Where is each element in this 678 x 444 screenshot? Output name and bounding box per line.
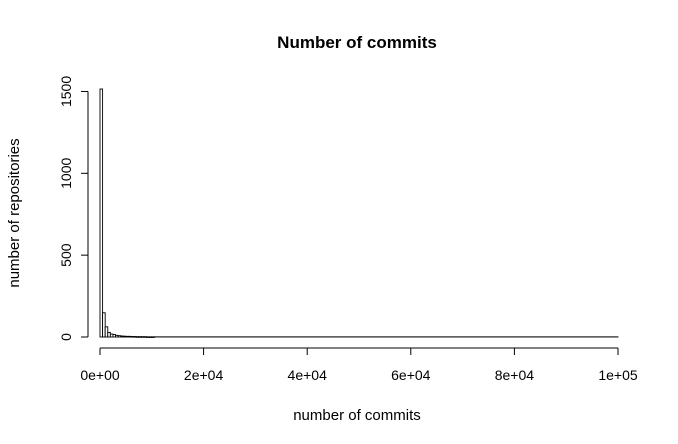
- x-axis-label: number of commits: [293, 407, 421, 424]
- x-tick-label: 6e+04: [391, 367, 431, 383]
- x-tick-label: 2e+04: [184, 367, 224, 383]
- x-tick-label: 4e+04: [288, 367, 328, 383]
- x-tick-label: 0e+00: [80, 367, 120, 383]
- y-axis: 0 500 1000 1500: [58, 76, 89, 341]
- histogram-bar: [99, 88, 104, 338]
- y-tick-label: 500: [58, 243, 74, 267]
- histogram-bars: [99, 88, 619, 338]
- x-tick-label: 1e+05: [598, 367, 638, 383]
- y-tick-label: 1000: [58, 158, 74, 189]
- y-tick-label: 1500: [58, 76, 74, 107]
- x-tick-label: 8e+04: [495, 367, 535, 383]
- histogram-bar: [104, 326, 109, 338]
- histogram-bar: [102, 312, 106, 338]
- y-axis-label: number of repositories: [6, 138, 23, 287]
- x-axis: 0e+00 2e+04 4e+04 6e+04 8e+04 1e+05: [80, 347, 638, 383]
- chart-title: Number of commits: [277, 33, 437, 52]
- y-tick-label: 0: [58, 333, 74, 341]
